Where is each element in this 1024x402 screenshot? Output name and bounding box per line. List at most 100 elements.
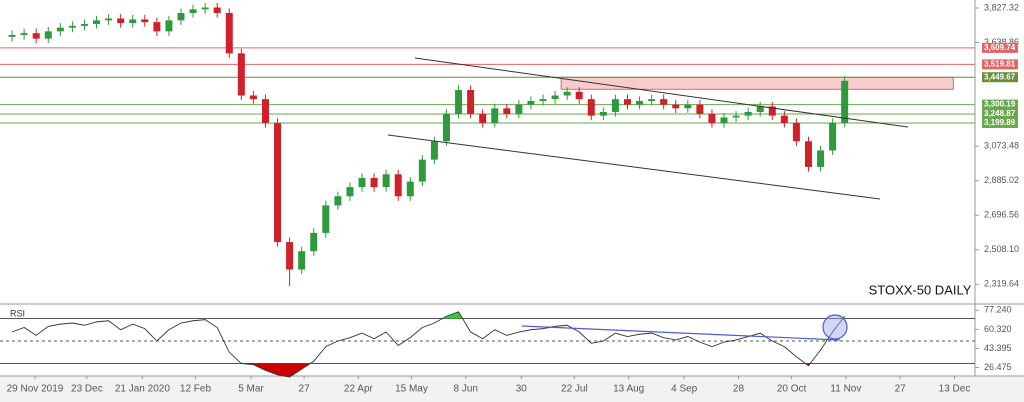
candle-body [491,108,499,123]
candle-body [515,104,523,114]
rsi-panel: 77.240 60.320 43.395 26.475 [0,305,1012,378]
candle-body [153,22,161,32]
candle-body [479,113,487,123]
x-tick-label: 13 Aug [613,384,644,395]
candle-body [406,181,414,197]
x-tick-label: 27 [299,384,311,395]
level-label: 3,248.87 [984,109,1016,118]
candle-body [817,150,825,167]
candle-body [503,108,511,114]
candle-body [611,99,619,112]
trend-line-lower [387,134,881,200]
candle-body [732,115,740,118]
candle-body [177,13,185,21]
candle-body [430,141,438,160]
candle-body [527,100,535,105]
x-tick-label: 8 Jun [454,384,478,395]
y-tick-label: 3,638.86 [984,37,1019,47]
candle-body [189,9,197,14]
candle-body [636,100,644,105]
candle-body [539,99,547,101]
candle-body [298,251,306,270]
candle-body [394,174,402,197]
candle-body [322,205,330,233]
candle-body [56,27,64,32]
x-tick-label: 20 Oct [777,384,807,395]
candle-body [20,33,28,36]
x-tick-label: 28 [733,384,745,395]
candle-body [165,20,173,32]
candle-body [8,35,16,37]
rsi-trend-line [521,325,841,341]
candle-body [756,106,764,112]
date-band [0,376,1024,402]
rsi-highlight [822,314,848,340]
x-tick-label: 12 Feb [180,384,212,395]
candle-body [684,104,692,109]
x-tick-label: 5 Mar [238,384,264,395]
rsi-line [11,311,846,378]
candle-body [68,25,76,28]
candle-body [225,13,233,54]
price-panel: 3,827.32 3,638.86 3,073.48 2,885.02 2,696.56… [0,2,1019,289]
candle-body [418,159,426,182]
chart-title: STOXX-50 DAILY [869,282,972,297]
candle-body [672,104,680,109]
rsi-tick-label: 43.395 [984,343,1012,353]
candle-body [696,104,704,114]
candle-body [829,122,837,151]
candle-body [382,174,390,188]
x-tick-label: 11 Nov [830,384,861,395]
candle-body [708,113,716,123]
candle-body [117,18,125,24]
candle-body [442,113,450,142]
candle-body [792,122,800,142]
level-badge [982,117,1018,128]
level-badge [982,59,1018,70]
candle-body [93,20,101,25]
level-badge [982,72,1018,83]
candle-body [249,95,257,100]
x-tick-label: 27 [895,384,907,395]
candle-body [213,7,221,14]
candle-body [44,31,52,39]
candle-body [575,91,583,100]
date-axis: 29 Nov 2019 23 Dec 21 Jan 2020 12 Feb 5 Mar 2… [7,376,970,395]
y-tick-label: 2,319.64 [984,279,1019,289]
rsi-tick-label: 77.240 [984,305,1012,315]
trend-line-upper [414,57,909,128]
candle-body [286,242,294,270]
candle-body [563,91,571,96]
x-tick-label: 21 Jan 2020 [115,384,170,395]
rsi-tick-label: 60.320 [984,324,1012,334]
candle-body [358,177,366,188]
x-tick-label: 29 Nov 2019 [7,384,64,395]
candle-body [744,111,752,116]
candle-body [370,177,378,188]
x-tick-label: 30 [516,384,528,395]
candle-body [105,18,113,21]
candle-body [334,196,342,206]
candle-body [261,99,269,123]
rsi-tick-label: 26.475 [984,362,1012,372]
y-tick-label: 2,696.56 [984,210,1019,220]
candle-body [623,99,631,105]
x-tick-label: 22 Apr [344,384,374,395]
y-tick-label: 3,827.32 [984,2,1019,12]
candle-body [720,117,728,123]
candle-body [648,99,656,101]
candle-body [467,89,475,114]
candle-body [201,7,209,10]
level-badge [982,109,1018,120]
candle-body [80,24,88,26]
candle-body [660,99,668,105]
candle-body [32,33,40,39]
candle-body [455,89,463,114]
candle-body [780,115,788,123]
candle-body [599,111,607,116]
level-label: 3,609.74 [984,43,1016,52]
candle-body [346,187,354,197]
candle-body [237,53,245,96]
